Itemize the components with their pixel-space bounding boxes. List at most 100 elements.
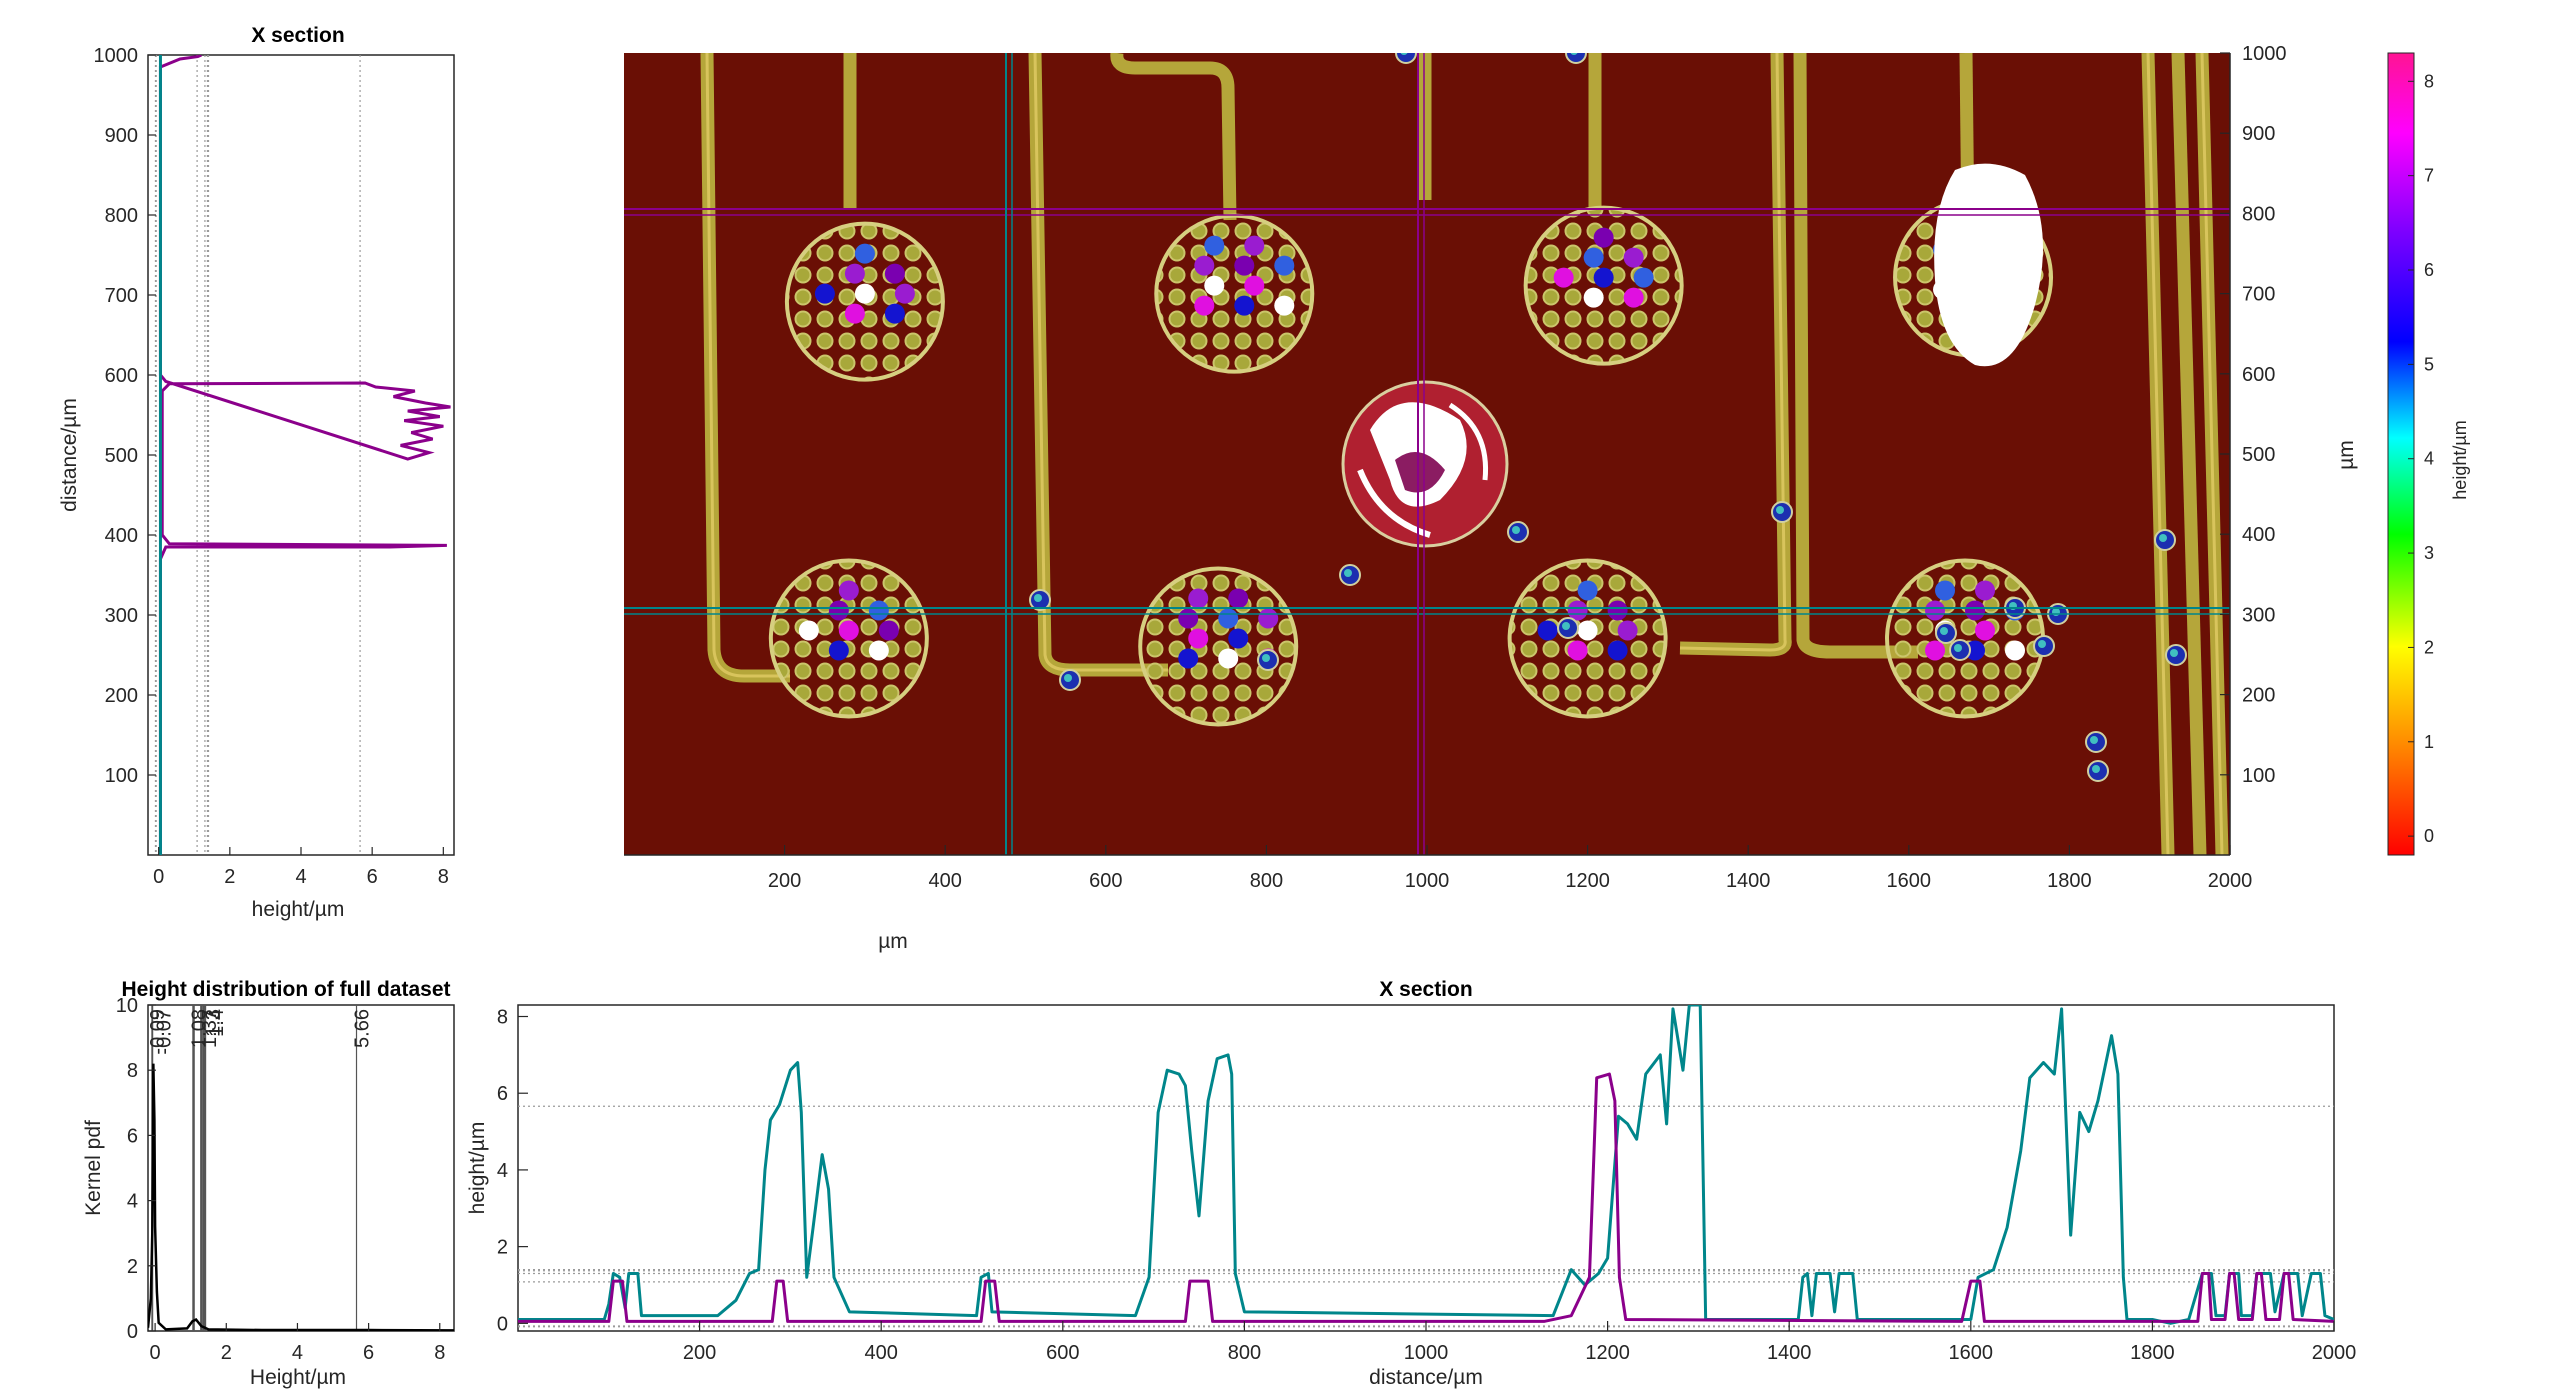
pad-bump bbox=[1194, 295, 1215, 316]
pad-bump bbox=[1607, 640, 1628, 661]
pad-bump bbox=[878, 620, 899, 641]
chart-title: X section bbox=[251, 24, 344, 47]
y-tick-label: 300 bbox=[105, 605, 138, 627]
y-tick-label: 700 bbox=[105, 285, 138, 307]
series-lines bbox=[518, 1005, 2334, 1325]
pad-bump bbox=[884, 263, 905, 284]
void-blob bbox=[1934, 163, 2043, 367]
pad-bump bbox=[1553, 267, 1574, 288]
y-tick-label: 400 bbox=[2242, 524, 2275, 546]
particle bbox=[1565, 53, 1587, 64]
particle-ring bbox=[1565, 53, 1587, 64]
panel-x-section-horizontal: 200 400 600 800 1000 1200 1400 1600 1800 2000 0 2 4… bbox=[466, 978, 2356, 1389]
particle-core bbox=[2038, 640, 2046, 648]
annotation-label: -0.07 bbox=[154, 1009, 176, 1055]
x-tick-label: 1000 bbox=[1404, 1342, 1449, 1364]
axes-box bbox=[147, 54, 455, 856]
pad-bump bbox=[1965, 600, 1986, 621]
particle-core bbox=[1562, 622, 1570, 630]
y-tick-label: 2 bbox=[127, 1256, 138, 1278]
particle bbox=[1395, 53, 1417, 64]
pad-bump bbox=[1234, 295, 1255, 316]
pad-bump bbox=[1593, 227, 1614, 248]
y-tick-label: 2 bbox=[497, 1237, 508, 1259]
pad-bump bbox=[1925, 600, 1946, 621]
x-tick-label: 400 bbox=[865, 1342, 898, 1364]
x-tick-labels: 0 2 4 6 8 bbox=[153, 847, 449, 888]
pad-disk bbox=[1154, 213, 1315, 374]
colorbar-tick-label: 1 bbox=[2424, 732, 2434, 752]
particle-core bbox=[2090, 736, 2098, 744]
x-tick-label: 1200 bbox=[1565, 870, 1610, 892]
y-tick-label: 400 bbox=[105, 525, 138, 547]
colorbar-tick-label: 6 bbox=[2424, 260, 2434, 280]
x-tick-label: 200 bbox=[683, 1342, 716, 1364]
x-tick-label: 600 bbox=[1046, 1342, 1079, 1364]
pad-bump bbox=[1258, 608, 1279, 629]
pad-bump bbox=[1617, 620, 1638, 641]
pad-bump bbox=[894, 283, 915, 304]
particle-ring bbox=[1395, 53, 1417, 64]
pad-bump bbox=[1188, 628, 1209, 649]
map-content bbox=[624, 53, 2230, 855]
y-tick-label: 200 bbox=[105, 685, 138, 707]
particle-core bbox=[2159, 534, 2167, 542]
pad-disk bbox=[1885, 558, 2046, 719]
particle-core bbox=[2170, 649, 2178, 657]
particle-core bbox=[1570, 53, 1578, 55]
x-tick-label: 800 bbox=[1250, 870, 1283, 892]
x-tick-label: 1200 bbox=[1585, 1342, 1630, 1364]
chart-title: X section bbox=[1379, 978, 1472, 1001]
x-tick-label: 1600 bbox=[1949, 1342, 1994, 1364]
y-tick-label: 600 bbox=[2242, 364, 2275, 386]
x-tick-label: 6 bbox=[367, 866, 378, 888]
y-tick-label: 100 bbox=[105, 765, 138, 787]
x-tick-label: 600 bbox=[1089, 870, 1122, 892]
x-tick-label: 1800 bbox=[2047, 870, 2092, 892]
series-line bbox=[518, 1072, 2334, 1323]
y-tick-label: 500 bbox=[2242, 444, 2275, 466]
x-tick-label: 1800 bbox=[2130, 1342, 2175, 1364]
particle-core bbox=[1776, 506, 1784, 514]
map-y-tick-labels: 100 200 300 400 500 600 700 800 900 1000 bbox=[2220, 43, 2287, 787]
annotation-label: -0.09 bbox=[147, 1009, 169, 1055]
y-tick-label: 1000 bbox=[94, 45, 139, 67]
x-tick-label: 400 bbox=[929, 870, 962, 892]
pad-bump bbox=[1218, 608, 1239, 629]
particle bbox=[2154, 529, 2176, 551]
annotation-label: 5.66 bbox=[352, 1009, 374, 1048]
pad-bump bbox=[1537, 620, 1558, 641]
y-tick-label: 800 bbox=[105, 205, 138, 227]
pad-bump bbox=[868, 640, 889, 661]
y-tick-label: 100 bbox=[2242, 765, 2275, 787]
particle-core bbox=[1034, 594, 1042, 602]
center-disk bbox=[1341, 380, 1509, 548]
x-tick-label: 800 bbox=[1228, 1342, 1261, 1364]
pad-bump bbox=[798, 620, 819, 641]
pad-bump bbox=[1975, 580, 1996, 601]
annotation-label: 1.3 bbox=[202, 1009, 224, 1037]
pad-bump bbox=[1623, 287, 1644, 308]
particle-core bbox=[1262, 654, 1270, 662]
particle bbox=[2087, 760, 2109, 782]
y-tick-label: 0 bbox=[127, 1321, 138, 1343]
panel-height-map: 200 400 600 800 1000 1200 1400 1600 1800 2000 100… bbox=[624, 43, 2358, 953]
panel-x-section-vertical: 0 2 4 6 8 100 200 300 400 500 600 700 800 900 1000 X … bbox=[58, 24, 455, 921]
pad-bump bbox=[1244, 275, 1265, 296]
colorbar-gradient bbox=[2387, 52, 2415, 856]
y-tick-label: 500 bbox=[105, 445, 138, 467]
y-tick-label: 800 bbox=[2242, 203, 2275, 225]
colorbar-tick-label: 8 bbox=[2424, 71, 2434, 91]
reference-lines bbox=[151, 1005, 358, 1331]
axes-box bbox=[147, 1004, 455, 1332]
y-tick-label: 8 bbox=[127, 1060, 138, 1082]
y-axis-label: Kernel pdf bbox=[82, 1120, 105, 1216]
pad-bump bbox=[1975, 620, 1996, 641]
pad-bump bbox=[844, 303, 865, 324]
pad-disk bbox=[1138, 566, 1299, 727]
pad-bump bbox=[844, 263, 865, 284]
particle-core bbox=[1512, 526, 1520, 534]
pad-bump bbox=[1194, 255, 1215, 276]
pad-bump bbox=[1607, 600, 1628, 621]
y-tick-label: 900 bbox=[2242, 123, 2275, 145]
